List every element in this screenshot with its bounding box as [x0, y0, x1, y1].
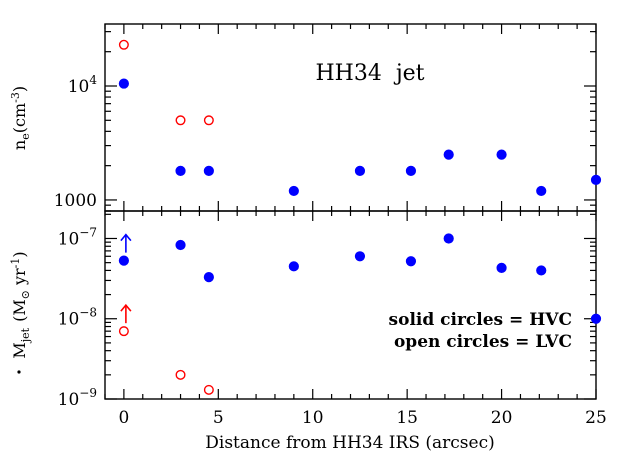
x-tick-label: 0: [118, 408, 129, 428]
hvc-point: [590, 313, 602, 324]
lvc-point: [203, 115, 214, 126]
top-y-label-sub: e: [19, 133, 32, 140]
legend-lvc-text: open circles = LVC: [394, 332, 572, 352]
y-tick-label: 10−7: [58, 225, 97, 249]
top-y-label-exp: -3: [9, 92, 22, 103]
x-axis-label: Distance from HH34 IRS (arcsec): [205, 433, 494, 453]
bottom-panel-ticks: [104, 211, 597, 400]
lower-limit-arrow-head: [120, 303, 132, 312]
hvc-point: [288, 261, 299, 272]
mdot-dot-mark: [17, 370, 21, 374]
y-tick-label: 10−8: [58, 306, 97, 330]
y-tick-label-exp: 4: [89, 73, 97, 87]
y-tick-label-base: 1000: [54, 191, 97, 211]
top-panel-frame: [104, 23, 597, 212]
y-tick-label-exp: −8: [79, 306, 97, 320]
bottom-y-label-exp: -1: [9, 258, 22, 269]
top-panel-y-tick-labels: 1000 104: [54, 73, 98, 211]
lvc-point: [118, 39, 129, 50]
top-panel-y-axis-label: ne(cm-3): [9, 86, 32, 150]
hvc-point: [496, 149, 507, 160]
y-tick-label-exp: −9: [79, 386, 97, 400]
bottom-y-label-sub: jet: [19, 327, 32, 344]
hvc-point: [354, 251, 366, 262]
bottom-y-label-yr: yr: [10, 268, 29, 290]
legend-hvc-text: solid circles = HVC: [389, 310, 572, 330]
hvc-point: [354, 165, 366, 176]
hvc-point: [175, 165, 186, 176]
x-tick-label: 15: [396, 408, 418, 428]
y-tick-label-base: 10: [68, 77, 90, 97]
y-tick-label-base: 10: [58, 229, 80, 249]
x-tick-label: 10: [302, 408, 324, 428]
lvc-point: [175, 115, 186, 126]
top-panel-ticks: [104, 24, 597, 212]
y-tick-label-base: 10: [58, 390, 80, 410]
bottom-panel-y-axis-label: Mjet (M⊙ yr-1): [9, 251, 32, 358]
bottom-panel: 10−710−810−9 0 5 10 15 20 25 Mjet(M⊙ yr-1) Di…: [9, 210, 607, 453]
hvc-point: [590, 174, 602, 185]
bottom-panel-lower-limit-arrows: [120, 233, 132, 324]
bottom-y-label-sun: ⊙: [19, 290, 32, 299]
top-panel-title: HH34 jet: [315, 61, 424, 86]
bottom-panel-x-tick-labels: 0 5 10 15 20 25: [118, 408, 606, 428]
y-tick-label-base: 10: [58, 310, 80, 330]
top-y-label-base: n: [10, 140, 29, 150]
hvc-point: [118, 78, 129, 89]
lvc-point: [118, 326, 129, 337]
hvc-point: [443, 233, 454, 244]
bottom-y-label-unit: (M: [10, 299, 29, 322]
hvc-point: [203, 272, 214, 283]
x-tick-label: 20: [491, 408, 513, 428]
x-tick-label: 25: [585, 408, 607, 428]
hvc-point: [405, 165, 417, 176]
hvc-point: [175, 239, 186, 251]
top-y-label-unit: (cm: [10, 103, 29, 133]
hvc-point: [443, 149, 454, 160]
bottom-panel-y-tick-labels: 10−710−810−9: [58, 225, 97, 410]
top-panel-points: [118, 39, 602, 197]
top-y-label-close: ): [10, 86, 29, 92]
hvc-point: [536, 265, 547, 276]
hvc-point: [203, 165, 214, 176]
lower-limit-arrow-head: [120, 233, 132, 242]
y-tick-label-exp: −7: [79, 225, 97, 239]
hvc-point: [118, 255, 129, 266]
bottom-y-label-close: ): [10, 251, 29, 257]
hvc-point: [288, 185, 299, 197]
bottom-y-label-base: M: [10, 342, 29, 358]
hvc-point: [405, 256, 417, 267]
x-tick-label: 5: [213, 408, 224, 428]
lvc-point: [203, 384, 214, 395]
lvc-point: [175, 369, 186, 380]
hvc-point: [496, 262, 507, 273]
top-panel: 1000 104 HH34 jet ne(cm-3): [9, 23, 602, 212]
y-tick-label: 10−9: [58, 386, 97, 410]
hvc-point: [536, 185, 547, 197]
y-tick-label: 1000: [54, 191, 97, 211]
bottom-panel-points: [118, 233, 602, 395]
y-tick-label: 104: [68, 73, 98, 97]
